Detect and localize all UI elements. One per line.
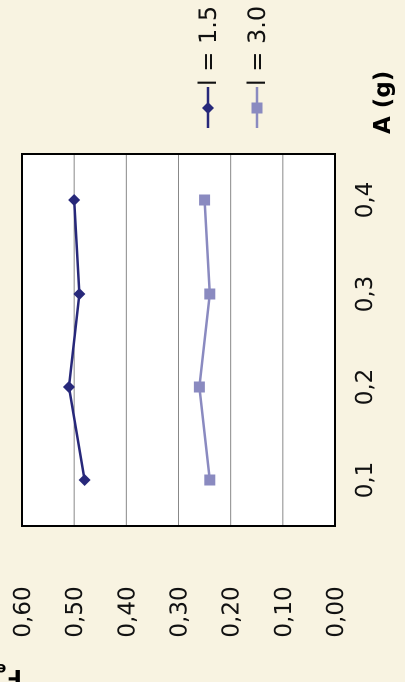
y-tick-labels: 0,00 0,10 0,20 0,30 0,40 0,50 0,60 [10, 586, 349, 637]
y-axis-title-main: F [6, 664, 22, 682]
data-point [78, 474, 91, 486]
gridlines [73, 154, 284, 526]
series-layer [62, 194, 216, 486]
y-tick-label: 0,40 [114, 586, 140, 637]
data-point [62, 381, 75, 393]
data-point [204, 474, 216, 486]
series-1 [62, 194, 91, 486]
y-tick-label: 0,00 [323, 586, 349, 637]
data-point [193, 381, 205, 393]
y-axis-title-sub1: el [0, 660, 6, 678]
legend-item-1: l = 1.5 [194, 6, 222, 128]
data-point [199, 194, 211, 206]
plot-border [21, 153, 336, 527]
legend-marker [202, 102, 214, 114]
y-tick-label: 0,50 [62, 586, 88, 637]
x-axis-title: A (g) [370, 71, 396, 134]
legend-label: l = 3.0 [243, 6, 271, 86]
series-line [67, 199, 86, 481]
y-axis-title: Fel / Fec [0, 660, 22, 682]
y-tick-label: 0,20 [219, 586, 245, 637]
x-tick-label: 0,4 [352, 182, 378, 219]
legend-marker [251, 102, 263, 114]
x-tick-label: 0,3 [352, 276, 378, 313]
y-tick-label: 0,30 [167, 586, 193, 637]
data-point [204, 288, 216, 300]
y-tick-label: 0,60 [10, 586, 36, 637]
data-point [68, 194, 81, 206]
series-2 [193, 194, 216, 486]
legend-label: l = 1.5 [194, 6, 222, 86]
series-line [198, 199, 212, 481]
legend: l = 1.5 l = 3.0 [194, 6, 271, 128]
x-tick-labels: 0,1 0,2 0,3 0,4 [352, 182, 378, 499]
y-tick-label: 0,10 [271, 586, 297, 637]
x-tick-label: 0,1 [352, 462, 378, 499]
x-tick-label: 0,2 [352, 369, 378, 406]
legend-item-2: l = 3.0 [243, 6, 271, 128]
data-point [73, 288, 86, 300]
